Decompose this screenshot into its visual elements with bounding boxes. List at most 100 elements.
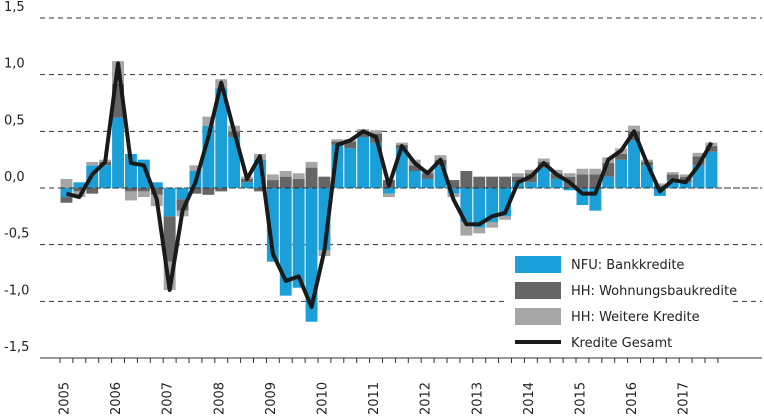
bar [473, 188, 486, 228]
bar [318, 188, 331, 251]
bar [615, 154, 628, 160]
bar [125, 188, 137, 192]
bar [266, 180, 279, 188]
bar [150, 188, 163, 195]
bar [563, 173, 576, 177]
bar [137, 188, 150, 192]
bar [692, 165, 705, 188]
bar [537, 158, 550, 162]
x-tick-label: 2016 [625, 382, 640, 415]
x-tick-label: 2009 [264, 382, 279, 415]
bar [266, 188, 279, 262]
bar [370, 142, 382, 188]
bar [499, 216, 511, 220]
bar [679, 174, 692, 177]
bar [73, 182, 86, 188]
bar [202, 188, 215, 195]
bar [344, 148, 357, 188]
bar [279, 171, 292, 177]
legend-label: Kredite Gesamt [571, 336, 672, 351]
bar [576, 174, 589, 188]
legend: NFU: Bankkredite HH: Wohnungsbaukredite HH… [505, 250, 737, 354]
bar [163, 188, 176, 217]
bar [357, 137, 370, 188]
bar [499, 188, 511, 217]
bar [292, 173, 305, 179]
bar [641, 165, 653, 188]
bar [163, 216, 176, 262]
bar [576, 188, 589, 205]
bar [408, 165, 421, 171]
bar [331, 139, 344, 142]
bar [125, 191, 137, 201]
bar [60, 197, 73, 203]
bar [486, 188, 499, 222]
bar [279, 176, 292, 188]
bar [589, 188, 602, 211]
x-tick-label: 2011 [367, 382, 382, 415]
bar [228, 137, 241, 188]
bar [176, 199, 189, 211]
bar [112, 117, 124, 188]
bar [241, 182, 253, 188]
y-tick-label: 0,5 [4, 113, 25, 128]
bar [628, 140, 640, 188]
bar [202, 116, 215, 126]
bar [421, 173, 434, 179]
bar [292, 178, 305, 188]
bar [395, 142, 408, 145]
bar [447, 180, 460, 188]
bar [666, 172, 679, 175]
bar [137, 191, 150, 198]
legend-label: HH: Wohnungsbaukredite [571, 284, 737, 299]
bar [408, 171, 421, 188]
bar [512, 173, 524, 177]
bar [473, 227, 486, 234]
bar [60, 178, 73, 188]
bar [305, 161, 318, 168]
y-tick-label: 1,5 [4, 0, 25, 15]
bar [563, 188, 576, 191]
bar [473, 176, 486, 188]
bar [292, 188, 305, 288]
bar [589, 168, 602, 175]
bar [344, 141, 357, 149]
bar [125, 154, 137, 188]
bar [628, 125, 640, 132]
line [65, 61, 714, 309]
bar [550, 178, 563, 188]
bar [499, 176, 511, 188]
bar [305, 188, 318, 322]
bar [279, 188, 292, 296]
bar [602, 163, 615, 177]
bar [524, 169, 537, 174]
bar [254, 159, 266, 188]
bar [460, 222, 473, 236]
bar [460, 188, 473, 222]
x-tick-label: 2014 [522, 382, 537, 415]
legend-swatch [515, 282, 561, 299]
bar [137, 159, 150, 188]
bar [176, 188, 189, 200]
bar [357, 131, 370, 137]
bar [692, 156, 705, 166]
x-tick-label: 2005 [58, 382, 73, 415]
y-tick-label: 0,0 [4, 170, 25, 185]
x-tick-label: 2012 [419, 382, 434, 415]
bar [602, 176, 615, 188]
y-tick-label: -1,0 [4, 283, 29, 298]
x-tick-label: 2015 [574, 382, 589, 415]
bar [692, 152, 705, 157]
bar [383, 188, 395, 194]
bar [254, 188, 266, 192]
bar [60, 188, 73, 198]
bar [331, 144, 344, 188]
bar [99, 165, 112, 188]
bar [318, 176, 331, 188]
bar [486, 222, 499, 228]
legend-swatch [515, 256, 561, 273]
bar [73, 188, 86, 192]
x-tick-label: 2010 [316, 382, 331, 415]
bar [215, 188, 228, 192]
